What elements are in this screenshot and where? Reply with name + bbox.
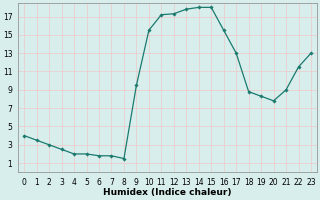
- X-axis label: Humidex (Indice chaleur): Humidex (Indice chaleur): [103, 188, 232, 197]
